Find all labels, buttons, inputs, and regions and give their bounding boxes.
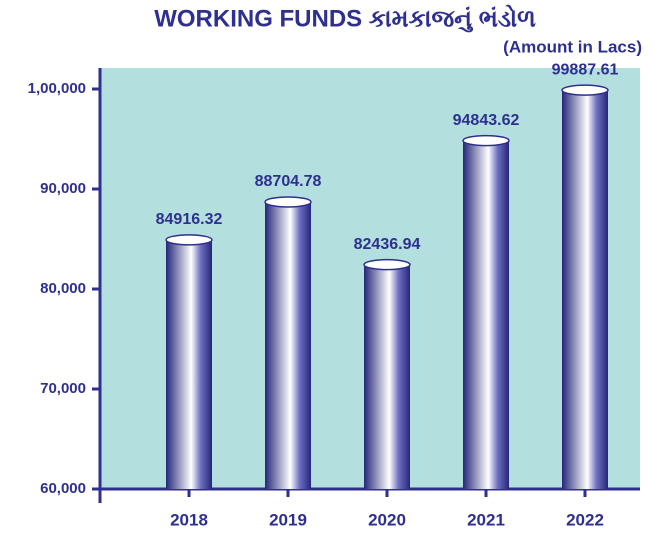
y-tick-label: 80,000: [40, 280, 86, 297]
x-tick-label: 2019: [269, 510, 307, 529]
chart-subtitle: (Amount in Lacs): [503, 37, 642, 56]
bar: [463, 140, 509, 490]
value-label: 88704.78: [255, 173, 322, 190]
y-tick-label: 1,00,000: [28, 80, 86, 97]
bar-top: [363, 258, 411, 271]
bar: [265, 201, 311, 489]
bar: [562, 90, 608, 489]
bar-top: [462, 134, 510, 147]
y-tick-label: 90,000: [40, 180, 86, 197]
x-tick-label: 2022: [566, 510, 604, 529]
value-label: 94843.62: [453, 112, 520, 129]
x-tick-label: 2018: [170, 510, 208, 529]
value-label: 99887.61: [552, 61, 619, 78]
bar-top: [165, 234, 213, 246]
bar-top: [264, 196, 312, 208]
x-tick-label: 2021: [467, 510, 505, 529]
bar: [166, 239, 212, 489]
bar-top: [561, 84, 609, 96]
x-tick-label: 2020: [368, 510, 406, 529]
y-tick-label: 70,000: [40, 380, 86, 397]
value-label: 82436.94: [354, 236, 421, 253]
y-tick-label: 60,000: [40, 480, 86, 497]
value-label: 84916.32: [156, 211, 223, 228]
bar: [364, 264, 410, 489]
chart-title: WORKING FUNDS કામકાજનું ભંડોળ: [154, 3, 536, 32]
